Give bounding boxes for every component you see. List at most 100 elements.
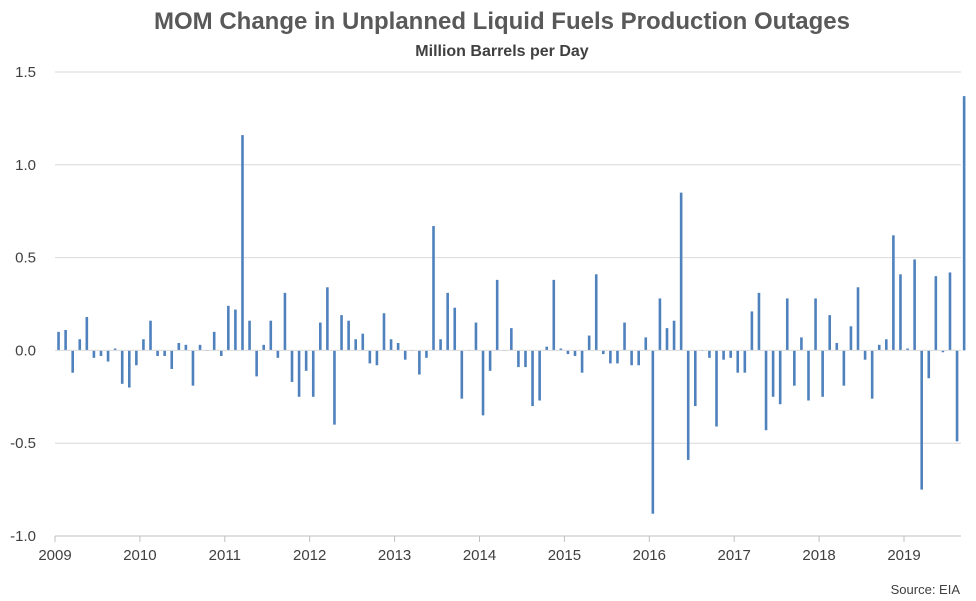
bar <box>106 350 110 362</box>
x-tick-label: 2013 <box>378 547 411 564</box>
bar <box>92 350 96 358</box>
bar <box>927 350 931 379</box>
x-tick-label: 2017 <box>718 547 751 564</box>
bar <box>170 350 174 369</box>
bar <box>538 350 541 401</box>
bar <box>354 339 357 351</box>
bar <box>828 315 832 351</box>
bar <box>785 298 789 351</box>
x-tick-label: 2010 <box>123 547 156 564</box>
bar <box>814 298 817 351</box>
bar <box>156 350 159 356</box>
bar <box>545 346 549 351</box>
bar <box>481 350 485 416</box>
bar <box>736 350 740 373</box>
bar <box>778 350 782 405</box>
bar <box>637 350 640 366</box>
bar <box>835 342 839 351</box>
bar <box>368 350 372 364</box>
bar <box>934 276 938 351</box>
bar <box>920 350 923 490</box>
bar <box>573 350 577 356</box>
bar <box>403 350 407 360</box>
bar <box>885 339 888 351</box>
bar <box>184 344 188 351</box>
bar <box>361 333 365 351</box>
bar <box>906 348 909 351</box>
y-tick-label: -0.5 <box>10 435 36 452</box>
bar <box>693 350 697 407</box>
bar <box>311 350 315 397</box>
bar <box>495 279 499 351</box>
bar <box>425 350 428 358</box>
bar <box>750 311 754 351</box>
gridlines <box>55 71 961 537</box>
source-note: Source: EIA <box>890 582 960 597</box>
bar <box>913 259 916 351</box>
bar <box>85 316 89 351</box>
y-tick-label: -1.0 <box>10 528 36 545</box>
bar <box>135 350 138 366</box>
bar <box>955 350 959 442</box>
bar <box>594 274 598 351</box>
y-tick-label: 1.5 <box>15 64 36 81</box>
bar <box>800 337 803 351</box>
bar <box>340 315 343 351</box>
bar <box>64 329 67 351</box>
bar <box>163 350 166 356</box>
bar <box>389 339 393 351</box>
bar <box>396 342 400 351</box>
bar <box>219 350 223 356</box>
bar <box>347 320 350 351</box>
bar <box>149 320 152 351</box>
bar <box>715 350 718 427</box>
bar <box>729 350 732 358</box>
bar <box>319 322 322 351</box>
chart-subtitle: Million Barrels per Day <box>415 43 589 60</box>
bar <box>241 135 244 351</box>
bar <box>78 339 82 351</box>
x-tick-label: 2009 <box>38 547 71 564</box>
bar <box>842 350 846 386</box>
bar <box>453 307 457 351</box>
bar <box>255 350 258 377</box>
bar <box>113 348 117 351</box>
bar <box>326 287 329 351</box>
x-tick-label: 2015 <box>548 547 581 564</box>
bar <box>602 350 605 355</box>
bar <box>877 344 881 351</box>
bar <box>524 350 527 368</box>
bar <box>552 279 556 351</box>
bar <box>566 350 570 355</box>
bar <box>99 350 103 356</box>
bar <box>962 96 966 351</box>
x-tick-label: 2014 <box>463 547 496 564</box>
x-tick-label: 2012 <box>293 547 326 564</box>
bar <box>127 350 131 388</box>
bar <box>488 350 492 371</box>
bar <box>856 287 860 351</box>
y-tick-label: 1.0 <box>15 157 36 174</box>
bar <box>439 339 442 351</box>
bar <box>474 322 478 351</box>
bar <box>290 350 294 382</box>
bar <box>304 350 308 371</box>
bar <box>651 350 655 514</box>
bar <box>821 350 824 397</box>
bar <box>672 320 676 351</box>
x-tick-label: 2018 <box>802 547 835 564</box>
bar <box>517 350 520 368</box>
bar <box>227 305 230 351</box>
bar <box>198 344 202 351</box>
bar <box>382 313 386 351</box>
bar <box>623 322 626 351</box>
bar <box>686 350 690 460</box>
bar <box>120 350 124 384</box>
bar <box>283 292 287 351</box>
x-tick-label: 2016 <box>633 547 666 564</box>
bar <box>807 350 810 401</box>
bar <box>793 350 796 386</box>
bar <box>460 350 464 399</box>
